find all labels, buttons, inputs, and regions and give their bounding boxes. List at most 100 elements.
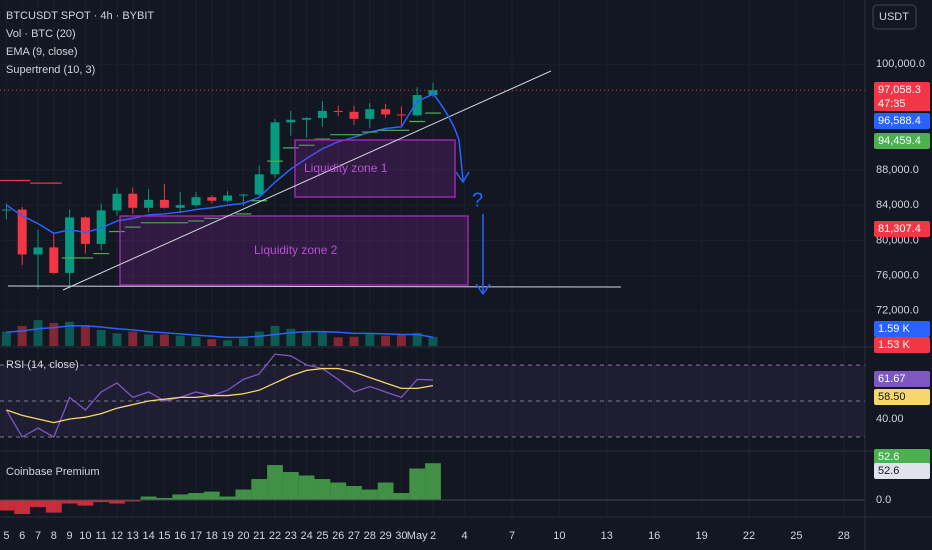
volume-bar (254, 331, 264, 346)
x-tick-label: 23 (285, 530, 297, 542)
volume-bar (128, 331, 138, 346)
price-badge (874, 371, 930, 387)
x-tick-label: 16 (648, 530, 660, 542)
premium-bar (298, 475, 315, 501)
price-badge (874, 389, 930, 405)
candle-body (238, 194, 248, 196)
legend-item: Vol · BTC (20) (6, 28, 76, 40)
grid (0, 0, 865, 517)
candle-body (333, 110, 343, 112)
premium-bar (235, 489, 252, 501)
price-badge-label: 96,588.4 (878, 115, 921, 127)
candle-body (96, 210, 106, 244)
annotation: ? (472, 189, 483, 211)
premium-bar (251, 479, 268, 501)
volume-bar (80, 325, 90, 346)
price-badge-label: 52.6 (878, 451, 899, 463)
premium-bar (425, 463, 441, 501)
candle-body (128, 193, 138, 208)
symbol-title: BTCUSDT SPOT · 4h · BYBIT (6, 10, 154, 22)
x-tick-label: 17 (190, 530, 202, 542)
legend-item: EMA (9, close) (6, 46, 78, 58)
volume-bar (49, 323, 59, 346)
volume-bar (302, 331, 312, 346)
premium-bar (409, 468, 426, 501)
volume-bar (175, 335, 185, 346)
volume-bar (365, 333, 375, 346)
x-tick-label: May (407, 530, 428, 542)
y-tick-label: 72,000.0 (876, 305, 919, 317)
volume-bar (333, 337, 343, 346)
premium-bar (14, 500, 31, 515)
premium-bar (393, 493, 410, 501)
volume-bar (238, 338, 248, 346)
y-tick-label: 76,000.0 (876, 269, 919, 281)
volume-bar (286, 328, 296, 346)
x-tick-label: 26 (332, 530, 344, 542)
x-tick-label: 2 (430, 530, 436, 542)
candle-body (175, 205, 185, 208)
candle-body (286, 119, 296, 123)
x-tick-label: 8 (51, 530, 57, 542)
price-badge-label: 52.6 (878, 465, 899, 477)
price-badge-label: 94,459.4 (878, 135, 921, 147)
candle-body (144, 199, 154, 208)
price-badge (874, 113, 930, 129)
premium-bar (282, 472, 299, 501)
countdown: 47:35 (878, 98, 906, 110)
price-badge (874, 221, 930, 237)
x-tick-label: 12 (111, 530, 123, 542)
premium-bar (124, 500, 141, 502)
premium-bar (45, 500, 62, 513)
x-tick-label: 10 (553, 530, 565, 542)
volume-bar (112, 333, 122, 346)
x-tick-label: 28 (364, 530, 376, 542)
price-badge-label: 58.50 (878, 391, 906, 403)
volume-bar (96, 329, 106, 346)
x-tick-label: 10 (79, 530, 91, 542)
annotation: Liquidity zone 2 (254, 243, 338, 257)
volume-bar (412, 332, 422, 346)
x-tick-label: 7 (35, 530, 41, 542)
x-tick-label: 13 (601, 530, 613, 542)
candle-body (381, 109, 391, 115)
candle-body (191, 197, 201, 206)
price-badge-label: 61.67 (878, 373, 906, 385)
y-tick-label: 100,000.0 (876, 58, 925, 70)
currency-button[interactable] (872, 4, 917, 30)
currency[interactable]: USDT (879, 11, 909, 23)
premium-bar (109, 500, 125, 504)
volume-bar (223, 340, 233, 346)
trendline (62, 70, 552, 291)
pane-title: Coinbase Premium (6, 466, 100, 478)
x-tick-label: 18 (206, 530, 218, 542)
badges: 97,058.3 96,588.4 94,459.4 81,307.4 47:35 1.5… (874, 82, 930, 479)
candle-body (17, 209, 27, 255)
volume-ma (6, 325, 434, 339)
premium-bar (93, 500, 110, 503)
candle-body (65, 217, 75, 273)
arrow (431, 91, 464, 181)
premium-bar (219, 496, 236, 501)
rsi-line (5, 353, 434, 438)
price-badge (874, 82, 930, 98)
x-tick-label: 24 (300, 530, 312, 542)
volume-bar (159, 334, 169, 346)
volume-bar (428, 336, 438, 346)
volume-bar (381, 335, 391, 346)
candle-body (159, 199, 169, 208)
volume-bar (270, 325, 280, 346)
volume-bar (207, 339, 217, 346)
x-tick-label: 25 (316, 530, 328, 542)
x-tick-label: 30 (395, 530, 407, 542)
x-tick-label: 5 (3, 530, 9, 542)
x-tick-label: 19 (695, 530, 707, 542)
x-tick-label: 22 (269, 530, 281, 542)
x-tick-label: 4 (462, 530, 468, 542)
x-tick-label: 29 (379, 530, 391, 542)
candle-body (396, 114, 406, 116)
x-tick-label: 27 (348, 530, 360, 542)
x-tick-label: 15 (158, 530, 170, 542)
